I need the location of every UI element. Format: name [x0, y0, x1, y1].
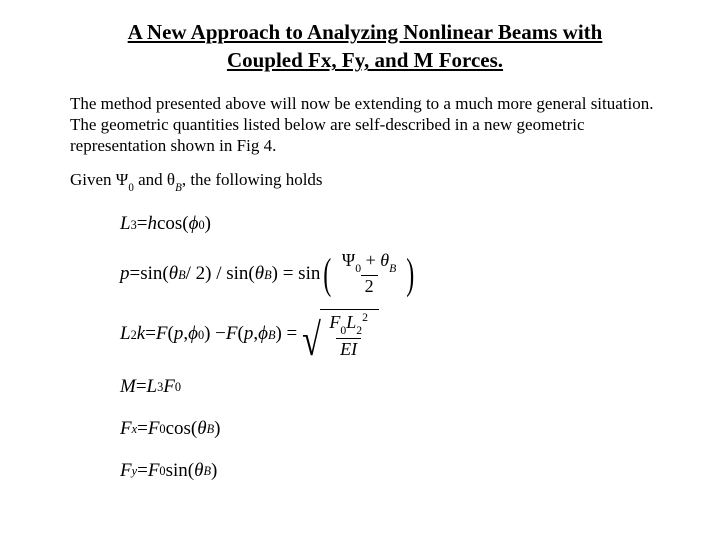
eq4-M: M	[120, 376, 136, 398]
eq2-eq: =	[130, 263, 141, 285]
eq3-s0a: 0	[198, 328, 204, 343]
eq3-sBa: B	[268, 328, 276, 343]
eq3-F1: F	[156, 323, 168, 345]
eq4-s0: 0	[175, 380, 181, 395]
eq2-plus: +	[361, 250, 380, 270]
eq2-frac: Ψ0 + θB2	[338, 251, 400, 297]
eq3-s2: 2	[131, 328, 137, 343]
eq5-close: )	[214, 418, 220, 440]
eq2-th2: θ	[255, 263, 264, 285]
eq3-phi2: ϕ	[258, 323, 268, 345]
eq4-F: F	[163, 376, 175, 398]
eq3-k: k	[137, 323, 145, 345]
eq1-h: h	[147, 213, 157, 235]
eq3-rn-L: L	[346, 312, 356, 332]
eq3-phi1: ϕ	[188, 323, 198, 345]
given-psi: Ψ	[116, 170, 129, 189]
eq3-sqrt-body: F0L22EI	[320, 309, 379, 359]
eq3-eq: =	[145, 323, 156, 345]
eq2-frac-den: 2	[361, 275, 378, 297]
equation-4: M = L3F0	[120, 372, 660, 402]
eq3-rn-F: F	[329, 312, 340, 332]
equation-5: Fx = F0 cos(θB)	[120, 414, 660, 444]
eq6-sB: B	[203, 464, 211, 479]
eq1-eq: =	[137, 213, 148, 235]
given-theta-sub: B	[175, 182, 182, 194]
eq6-sy: y	[132, 464, 137, 479]
eq2-paren-right: )	[407, 257, 415, 292]
eq3-p2: p	[244, 323, 254, 345]
eq1-sub0: 0	[198, 218, 204, 233]
intro-paragraph: The method presented above will now be e…	[70, 93, 660, 157]
eq3-cp1: ) −	[204, 323, 226, 345]
eq5-cos: cos(	[166, 418, 198, 440]
eq6-th: θ	[194, 460, 203, 482]
eq5-sx: x	[132, 422, 137, 437]
equation-3: L2k = F(p, ϕ0) − F(p, ϕB) = √F0L22EI	[120, 309, 660, 359]
equation-1: L3 = h cos(ϕ0)	[120, 209, 660, 239]
eq1-cos: cos(	[157, 213, 189, 235]
eq2-num-s0: 0	[355, 262, 361, 275]
given-suffix: , the following holds	[182, 170, 323, 189]
eq5-s0: 0	[159, 422, 165, 437]
eq5-sB: B	[207, 422, 215, 437]
given-theta: θ	[167, 170, 175, 189]
eq2-sin1: sin(	[140, 263, 169, 285]
eq5-eq: =	[137, 418, 148, 440]
eq3-F2: F	[226, 323, 238, 345]
given-prefix: Given	[70, 170, 116, 189]
intro-line-1: The method presented above will now be e…	[70, 94, 654, 113]
eq6-close: )	[211, 460, 217, 482]
eq3-frac-den: EI	[336, 338, 361, 360]
eq3-cp2: ) =	[275, 323, 297, 345]
given-line: Given Ψ0 and θB, the following holds	[70, 170, 660, 192]
eq3-frac: F0L22EI	[325, 312, 372, 359]
eq3-sqrt-sym: √	[302, 321, 321, 360]
eq2-th: θ	[169, 263, 178, 285]
eq2-p: p	[120, 263, 130, 285]
eq1-L: L	[120, 213, 131, 235]
eq5-Fx: F	[120, 418, 132, 440]
eq6-s0: 0	[159, 464, 165, 479]
eq3-sqrt: √F0L22EI	[299, 309, 379, 359]
eq5-th: θ	[197, 418, 206, 440]
eq6-F0: F	[148, 460, 160, 482]
given-and: and	[134, 170, 167, 189]
eq3-rn-s0: 0	[340, 324, 346, 337]
eq2-sB2: B	[264, 268, 272, 283]
eq1-close: )	[205, 213, 211, 235]
equation-2: p = sin(θB / 2) / sin(θB) = sin(Ψ0 + θB2…	[120, 251, 660, 297]
eq3-rn-s2: 2	[356, 324, 362, 337]
eq4-s3: 3	[157, 380, 163, 395]
eq6-eq: =	[137, 460, 148, 482]
eq2-sB: B	[178, 268, 186, 283]
eq3-L: L	[120, 323, 131, 345]
eq4-eq: =	[136, 376, 147, 398]
eq2-frac-num: Ψ0 + θB	[338, 251, 400, 276]
given-psi-sub: 0	[128, 182, 134, 194]
eq2-half: / 2) / sin(	[186, 263, 255, 285]
eq4-L: L	[147, 376, 158, 398]
eq1-sub3: 3	[131, 218, 137, 233]
eq2-bigparen: (Ψ0 + θB2)	[320, 251, 418, 297]
eq3-frac-num: F0L22	[325, 312, 372, 338]
eq6-sin: sin(	[166, 460, 195, 482]
page-title: A New Approach to Analyzing Nonlinear Be…	[70, 18, 660, 75]
eq3-rn-sup2: 2	[362, 311, 368, 324]
eq2-close1: ) = sin	[272, 263, 321, 285]
eq6-Fy: F	[120, 460, 132, 482]
intro-line-2: The geometric quantities listed below ar…	[70, 115, 585, 155]
eq1-phi: ϕ	[189, 213, 199, 235]
eq2-num-psi: Ψ	[342, 250, 355, 270]
eq2-num-sB: B	[389, 262, 396, 275]
eq5-F0: F	[148, 418, 160, 440]
equation-6: Fy = F0 sin(θB)	[120, 456, 660, 486]
eq2-num-th: θ	[380, 250, 389, 270]
equation-block: L3 = h cos(ϕ0) p = sin(θB / 2) / sin(θB)…	[70, 209, 660, 486]
eq3-p1: p	[174, 323, 184, 345]
eq2-paren-left: (	[324, 257, 332, 292]
